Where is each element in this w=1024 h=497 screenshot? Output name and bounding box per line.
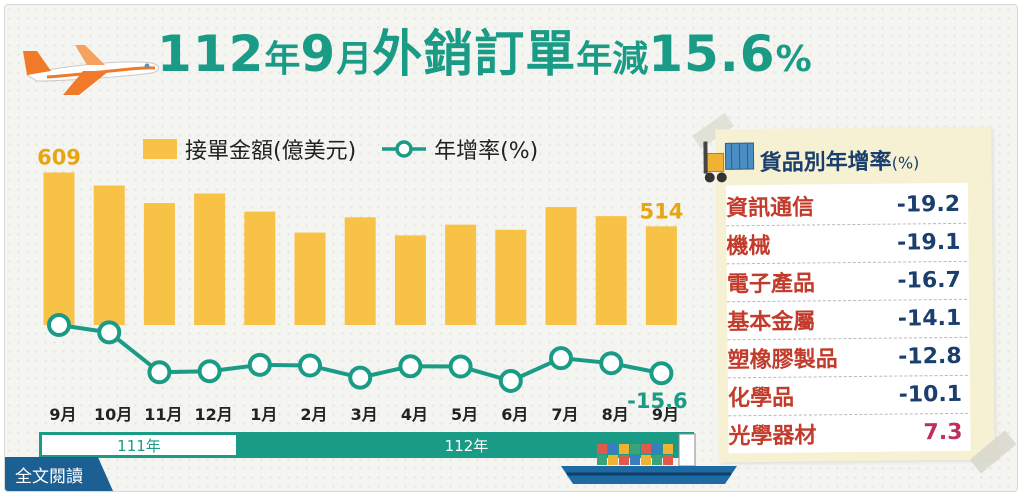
bar-5	[244, 211, 276, 325]
list-item: 資訊通信 -19.2	[725, 184, 967, 227]
bar-3	[143, 203, 175, 325]
rate-point-2	[97, 320, 122, 345]
rate-point-12	[599, 351, 624, 376]
x-tick-label: 1月	[250, 405, 277, 424]
chart-area: 9月 10月 11月 12月 1月 2月 3月 4月 5月 6月 7月 8月 9月 609 514 -15.6	[37, 145, 688, 424]
x-tick-label: 6月	[501, 405, 528, 424]
panel-title: 貨品別年增率(%)	[759, 149, 920, 176]
year-group-112: 112年	[239, 432, 694, 458]
rate-point-3	[147, 360, 172, 385]
bar-10	[495, 229, 527, 325]
x-tick-label: 2月	[300, 405, 327, 424]
rate-point-9	[448, 354, 473, 379]
x-tick-label: 9月	[652, 405, 679, 424]
x-tick-label: 8月	[602, 405, 629, 424]
legend-line-label: 年增率(%)	[434, 139, 539, 164]
page-title: 112年9月外銷訂單年減15.6%	[157, 25, 812, 83]
list-item: 機械 -19.1	[726, 222, 967, 265]
x-tick-label: 10月	[94, 405, 132, 424]
rate-point-5	[247, 352, 272, 377]
rate-point-6	[298, 353, 322, 378]
bar-8	[394, 235, 426, 325]
panel-unit: (%)	[891, 153, 920, 173]
x-tick-label: 9月	[49, 405, 76, 424]
bar-2	[93, 185, 125, 325]
bar-12	[595, 216, 627, 325]
bar-9	[445, 224, 477, 325]
infographic-frame: 112年9月外銷訂單年減15.6% 接單金額(億美元) 年增率(%) 9月 10月…	[4, 4, 1018, 492]
x-tick-label: 11月	[144, 405, 182, 424]
list-item: 化學品 -10.1	[727, 374, 969, 417]
legend-bar-swatch	[143, 139, 177, 159]
forklift-icon	[703, 141, 755, 183]
legend-bar-label: 接單金額(億美元)	[185, 139, 357, 164]
rate-point-1	[47, 313, 71, 337]
airplane-icon	[23, 45, 159, 95]
rate-point-4	[197, 359, 222, 384]
list-item: 塑橡膠製品 -12.8	[727, 336, 968, 379]
bar-label-first: 609	[37, 145, 81, 169]
read-more-button[interactable]: 全文閱讀	[5, 457, 113, 491]
rate-point-11	[549, 346, 573, 371]
rate-label-last: -15.6	[627, 389, 688, 413]
bar-13	[645, 226, 677, 325]
chart-legend: 接單金額(億美元) 年增率(%)	[143, 133, 538, 165]
list-item: 基本金屬 -14.1	[727, 298, 968, 341]
list-item: 電子產品 -16.7	[726, 260, 968, 303]
bar-1	[43, 172, 75, 325]
category-panel: 貨品別年增率(%) 資訊通信 -19.2 機械 -19.1 電子產品 -16.7 基本…	[703, 126, 995, 463]
bar-label-last: 514	[639, 199, 683, 223]
rate-point-8	[398, 354, 423, 379]
bar-6	[294, 232, 326, 325]
year-groups: 111年 112年	[39, 432, 694, 458]
circle-marker-icon	[382, 140, 427, 158]
cargo-ship-icon	[561, 433, 737, 484]
rate-point-10	[498, 368, 523, 393]
rate-point-7	[348, 365, 373, 390]
x-tick-label: 4月	[401, 405, 428, 424]
x-tick-label: 7月	[551, 405, 578, 424]
x-tick-label: 3月	[351, 405, 378, 424]
year-group-111: 111年	[39, 432, 239, 458]
rate-point-13	[649, 361, 674, 386]
bar-11	[545, 207, 577, 325]
list-item: 光學器材 7.3	[728, 419, 963, 450]
bar-4	[194, 193, 226, 325]
x-tick-label: 5月	[451, 405, 478, 424]
x-tick-label: 12月	[194, 405, 232, 424]
bar-7	[344, 217, 376, 325]
